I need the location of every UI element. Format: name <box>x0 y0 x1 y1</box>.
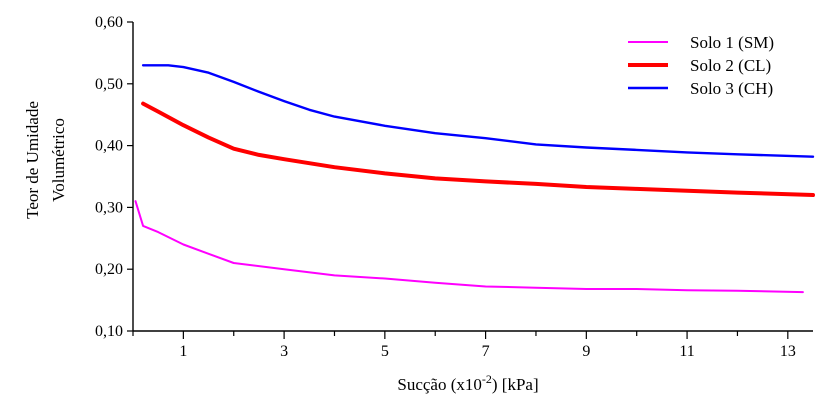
y-tick-label: 0,20 <box>95 261 123 278</box>
y-tick-label: 0,10 <box>95 323 123 340</box>
x-tick-label: 3 <box>280 343 288 360</box>
x-tick-label: 9 <box>582 343 590 360</box>
x-tick-label: 1 <box>179 343 187 360</box>
x-tick-label: 13 <box>780 343 796 360</box>
y-tick-label: 0,60 <box>95 14 123 31</box>
legend-label-1: Solo 1 (SM) <box>690 33 774 52</box>
y-axis-label-line-1: Teor de Umidade <box>23 101 42 219</box>
x-tick-label: 11 <box>679 343 694 360</box>
x-tick-label: 5 <box>381 343 389 360</box>
legend-label-2: Solo 2 (CL) <box>690 56 771 75</box>
series-layer <box>134 64 815 294</box>
y-tick-label: 0,50 <box>95 76 123 93</box>
series-line-1 <box>134 200 804 294</box>
y-tick-label: 0,40 <box>95 138 123 155</box>
legend: Solo 1 (SM) Solo 2 (CL) Solo 3 (CH) <box>628 33 774 98</box>
x-axis-label: Sucção (x10-2) [kPa] <box>397 372 538 394</box>
series-line-3 <box>141 64 815 158</box>
x-axis-label-exponent: -2 <box>482 372 492 386</box>
x-tick-label: 7 <box>482 343 490 360</box>
legend-label-3: Solo 3 (CH) <box>690 79 773 98</box>
axes: 0,100,200,300,400,500,601 3 5 7 9 11 13 <box>95 14 813 360</box>
x-axis-label-main: Sucção (x10 <box>397 375 482 394</box>
x-axis-label-tail: ) [kPa] <box>492 375 539 394</box>
y-tick-label: 0,30 <box>95 199 123 216</box>
series-line-2 <box>141 101 815 197</box>
y-axis-label-line-2: Volumétrico <box>49 118 68 202</box>
